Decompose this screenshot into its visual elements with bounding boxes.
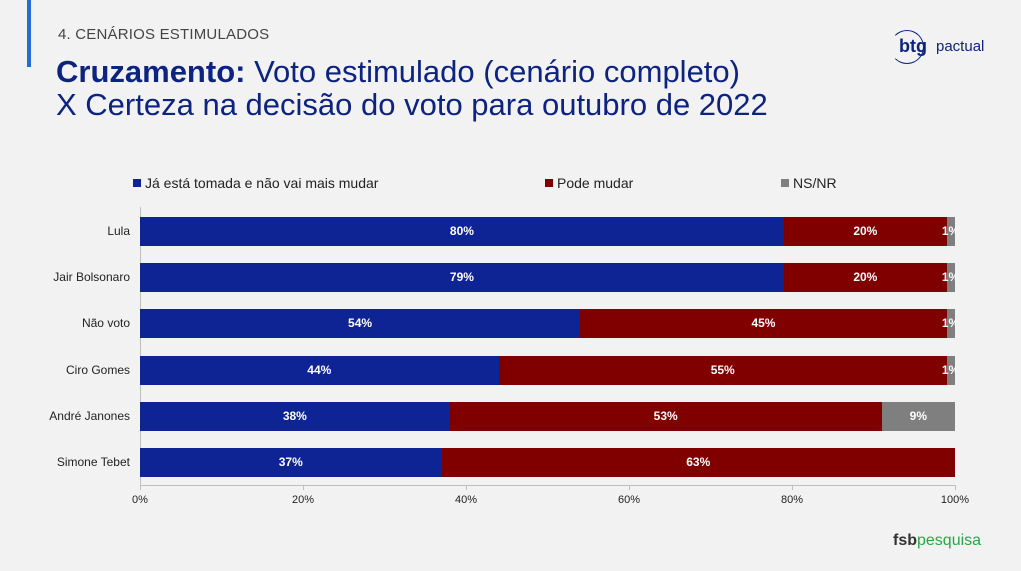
legend-item: NS/NR <box>781 175 837 191</box>
x-tick <box>303 485 304 490</box>
legend-label: NS/NR <box>793 175 837 191</box>
bar-segment <box>140 448 442 477</box>
x-tick <box>629 485 630 490</box>
accent-bar <box>27 0 31 67</box>
x-tick <box>955 485 956 490</box>
bar-segment <box>580 309 947 339</box>
x-axis-line <box>140 485 955 486</box>
bar-segment <box>783 217 947 246</box>
x-tick-label: 60% <box>617 494 641 506</box>
category-label: Lula <box>107 224 130 238</box>
logo-btg-text: btg <box>899 36 927 56</box>
category-label: André Janones <box>49 408 130 423</box>
bar-segment <box>946 217 955 246</box>
data-label: 1% <box>941 316 956 331</box>
legend-label: Já está tomada e não vai mais mudar <box>145 175 379 191</box>
bar-segment <box>881 401 955 431</box>
x-tick-label: 20% <box>291 494 315 506</box>
logo-ring-icon <box>890 30 924 64</box>
bar-segment <box>140 355 499 385</box>
title-bold: Cruzamento: <box>56 54 246 89</box>
data-label: 38% <box>282 408 307 423</box>
btg-pactual-logo: btg pactual <box>890 30 994 64</box>
bar-segment <box>783 263 947 293</box>
data-label: 20% <box>853 270 878 285</box>
x-tick-label: 0% <box>132 494 148 506</box>
data-label: 20% <box>853 224 878 238</box>
section-label: 4. CENÁRIOS ESTIMULADOS <box>58 26 270 43</box>
data-label: 63% <box>686 455 711 469</box>
bar-segment <box>140 217 784 246</box>
bar-segment <box>140 401 450 431</box>
bar-segment <box>449 401 882 431</box>
data-label: 1% <box>941 270 956 285</box>
fsb-pesquisa-logo: fsbpesquisa <box>893 532 981 550</box>
x-tick-label: 40% <box>454 494 478 506</box>
category-label: Não voto <box>81 316 130 331</box>
x-tick <box>792 485 793 490</box>
category-label: Jair Bolsonaro <box>53 270 130 285</box>
legend-swatch <box>545 179 553 187</box>
data-label: 44% <box>307 362 332 377</box>
data-label: 79% <box>449 270 474 285</box>
x-tick-label: 80% <box>780 494 804 506</box>
legend-swatch <box>133 179 141 187</box>
logo-fsb-text: fsb <box>893 532 917 549</box>
bar-segment <box>946 355 955 385</box>
page-title: Cruzamento: Voto estimulado (cenário com… <box>56 55 768 121</box>
category-label: Simone Tebet <box>56 455 130 469</box>
x-tick <box>466 485 467 490</box>
category-label: Ciro Gomes <box>65 362 130 377</box>
data-label: 1% <box>941 362 956 377</box>
legend-label: Pode mudar <box>557 175 634 191</box>
y-axis-line <box>140 207 141 485</box>
bar-segment <box>946 263 955 293</box>
data-label: 37% <box>278 455 303 469</box>
bar-segment <box>140 263 784 293</box>
data-label: 80% <box>449 224 474 238</box>
data-label: 53% <box>653 408 678 423</box>
logo-pactual-text: pactual <box>936 38 985 55</box>
legend-swatch <box>781 179 789 187</box>
title-rest: Voto estimulado (cenário completo) <box>245 54 740 89</box>
bar-segment <box>946 309 955 339</box>
bar-segment <box>498 355 947 385</box>
x-tick-label: 100% <box>940 494 970 506</box>
data-label: 1% <box>941 224 956 238</box>
legend-item: Pode mudar <box>545 175 633 191</box>
logo-pesquisa-text: pesquisa <box>917 532 982 549</box>
bar-segment <box>441 448 955 477</box>
title-line2: X Certeza na decisão do voto para outubr… <box>56 87 768 122</box>
data-label: 55% <box>710 362 735 377</box>
bar-segment <box>140 309 581 339</box>
data-label: 9% <box>909 408 927 423</box>
x-tick <box>140 485 141 490</box>
data-label: 45% <box>751 316 776 331</box>
data-label: 54% <box>348 316 373 331</box>
legend-item: Já está tomada e não vai mais mudar <box>133 175 378 191</box>
